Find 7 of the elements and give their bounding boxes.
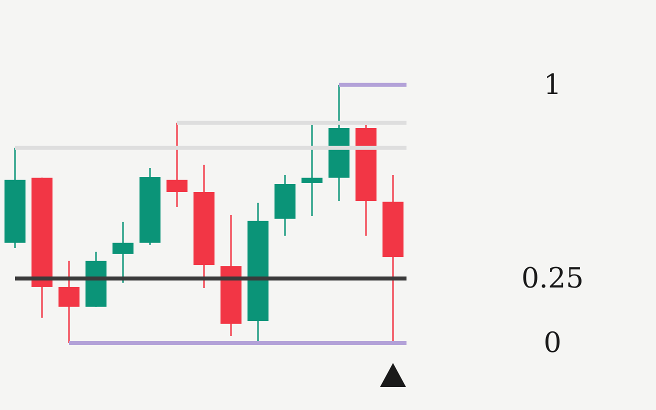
candlestick [302,124,322,217]
y-tick-label: 0.25 [521,261,584,294]
y-tick-label: 1 [544,68,562,101]
candlestick [166,122,188,208]
candlestick [112,221,134,284]
y-tick-label: 0 [544,326,562,359]
candlestick [58,260,80,344]
